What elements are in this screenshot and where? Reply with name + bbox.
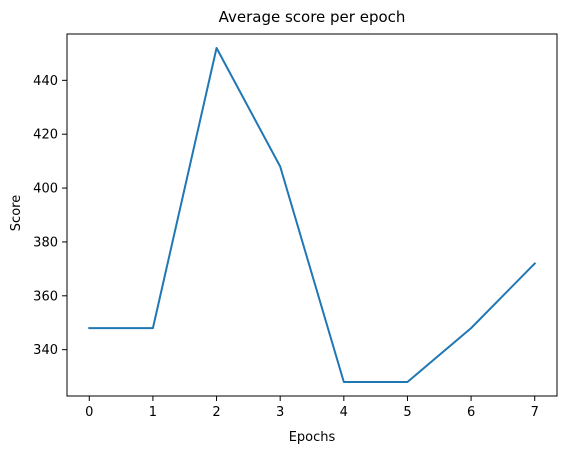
- y-tick-label: 380: [33, 235, 58, 250]
- y-tick-label: 400: [33, 182, 58, 197]
- x-tick-label: 0: [85, 405, 93, 420]
- x-tick-label: 3: [276, 405, 284, 420]
- x-tick-label: 1: [149, 405, 157, 420]
- x-axis-label: Epochs: [289, 430, 336, 445]
- y-tick-label: 340: [33, 343, 58, 358]
- y-tick-label: 420: [33, 128, 58, 143]
- x-tick-label: 4: [340, 405, 348, 420]
- x-tick-label: 2: [212, 405, 220, 420]
- y-tick-label: 440: [33, 74, 58, 89]
- y-axis-label: Score: [9, 195, 24, 231]
- x-tick-label: 6: [467, 405, 475, 420]
- x-tick-label: 5: [403, 405, 411, 420]
- x-tick-label: 7: [531, 405, 539, 420]
- y-tick-label: 360: [33, 289, 58, 304]
- chart-title: Average score per epoch: [219, 8, 406, 26]
